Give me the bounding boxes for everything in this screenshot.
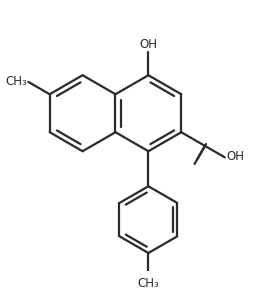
Text: OH: OH [139,38,157,51]
Text: OH: OH [227,150,245,163]
Text: CH₃: CH₃ [138,277,159,290]
Text: CH₃: CH₃ [6,75,27,88]
